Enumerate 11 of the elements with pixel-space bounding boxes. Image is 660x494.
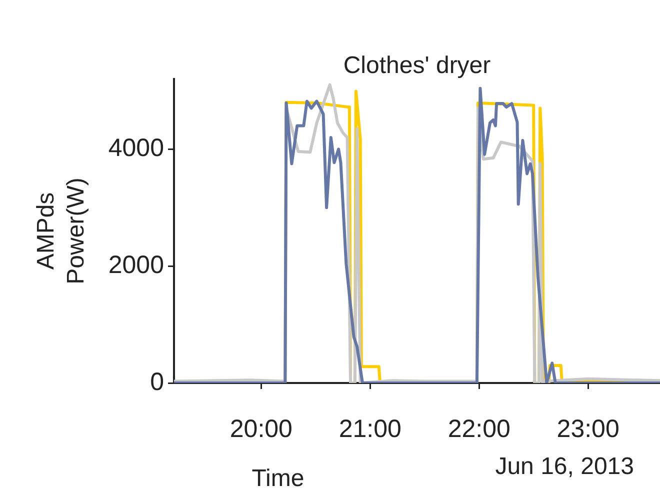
x-tick-label: 22:00 bbox=[448, 414, 510, 443]
text: Jun 16, 2013 bbox=[495, 453, 634, 480]
y-tick-label: 2000 bbox=[108, 250, 164, 279]
y-tick-label: 4000 bbox=[108, 134, 164, 162]
x-tick-label: 21:00 bbox=[338, 414, 402, 443]
x-tick-label: 20:00 bbox=[230, 414, 292, 443]
chart-title: Clothes' dryer bbox=[343, 52, 491, 79]
x-axis-title: Time bbox=[252, 465, 304, 492]
y-axis-title: AMPds Power(W) bbox=[32, 178, 90, 284]
x-tick-label: 23:00 bbox=[556, 414, 620, 443]
y-tick-label: 0 bbox=[150, 368, 164, 396]
